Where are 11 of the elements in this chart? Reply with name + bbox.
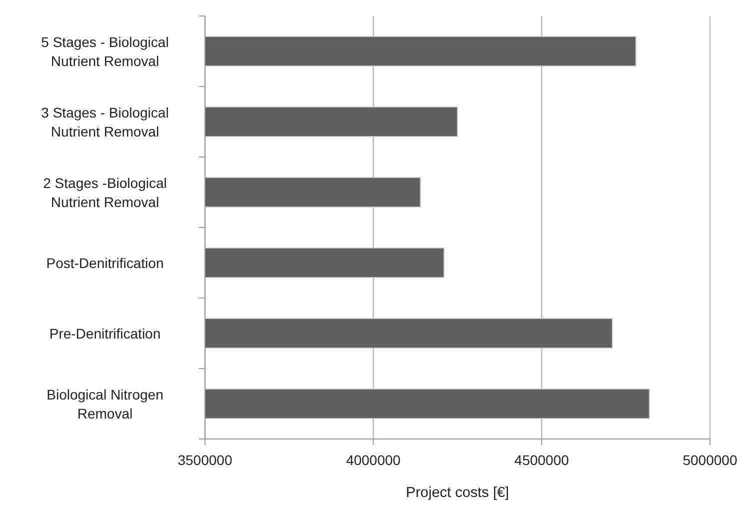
y-tick-label: Pre-Denitrification bbox=[49, 325, 161, 342]
y-tick-label: Post-Denitrification bbox=[46, 254, 164, 271]
y-tick-label: 5 Stages - Biological Nutrient Removal bbox=[41, 34, 169, 69]
x-tick-label: 4500000 bbox=[514, 452, 570, 468]
y-tick-label: 2 Stages -Biological Nutrient Removal bbox=[43, 174, 167, 210]
x-axis-title: Project costs [€] bbox=[406, 485, 510, 501]
y-tick-label: Biological Nitrogen Removal bbox=[46, 386, 164, 422]
y-tick-label: 3 Stages - Biological Nutrient Removal bbox=[41, 104, 169, 140]
x-tick-label: 4000000 bbox=[346, 452, 401, 468]
x-tick-label: 5000000 bbox=[682, 452, 738, 468]
x-tick-label: 3500000 bbox=[178, 452, 232, 468]
